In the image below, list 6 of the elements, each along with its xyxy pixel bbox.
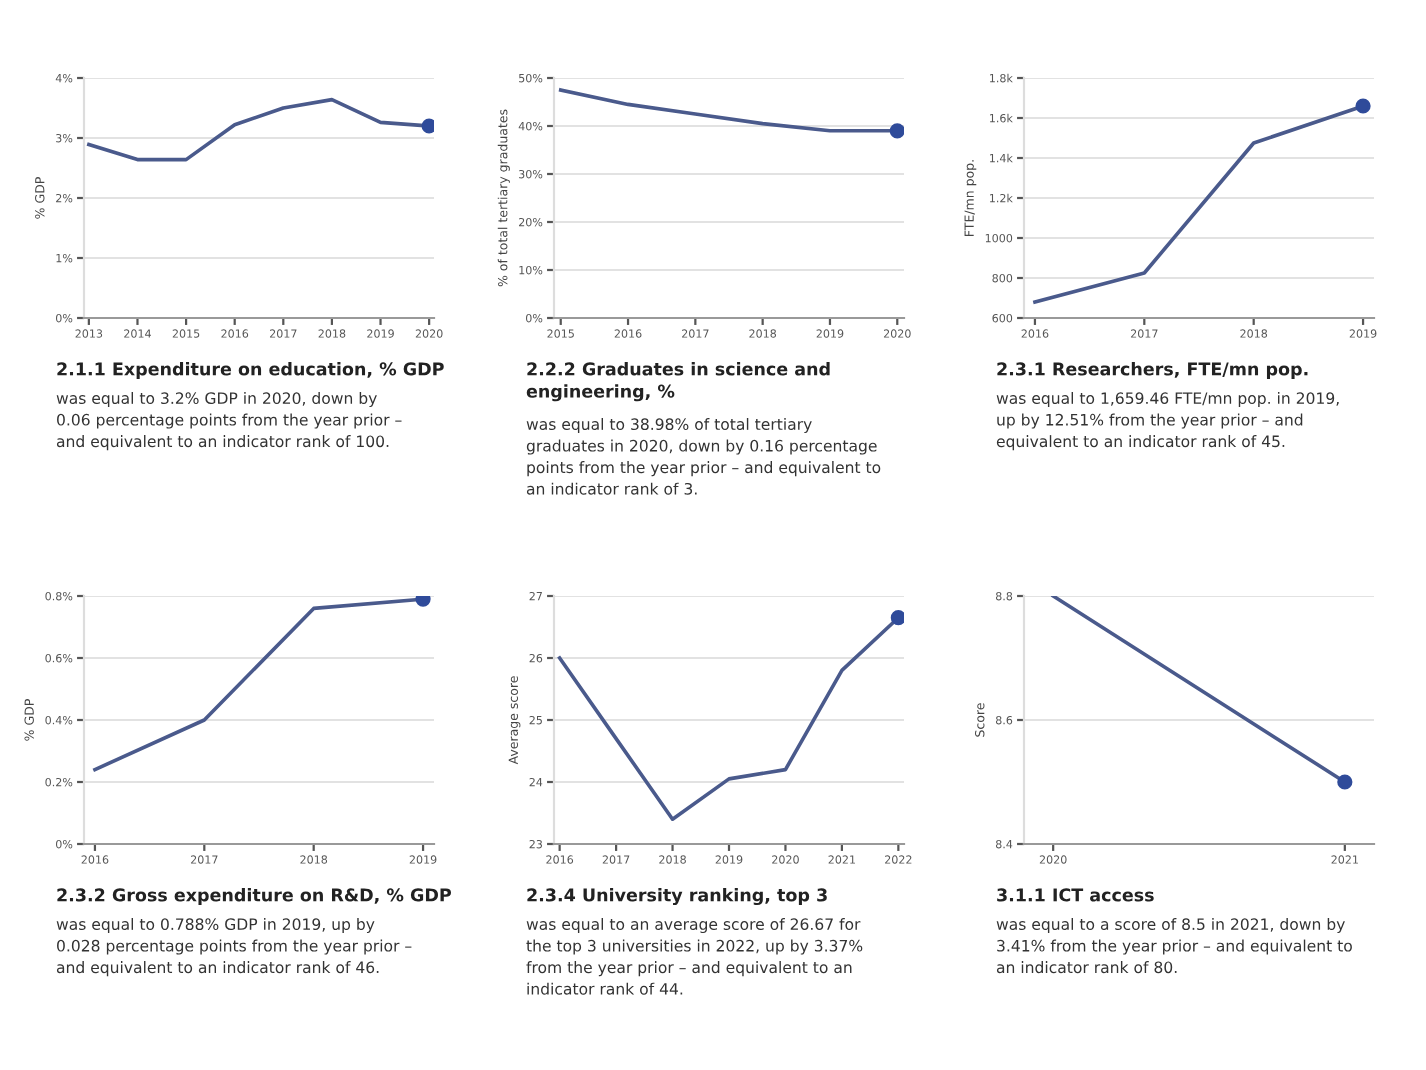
text: 2.3.1 Researchers, FTE/mn pop. bbox=[997, 362, 1308, 379]
text: 3.1.1 ICT access bbox=[997, 888, 1154, 902]
text: 2.3.4 University ranking, top 3 bbox=[527, 888, 827, 906]
text: 2.1.1 Expenditure on education, % GDP bbox=[57, 362, 444, 379]
text: 2.2.2 Graduates in science and engineering, % bbox=[526, 362, 830, 402]
text: 2.3.2 Gross expenditure on R&D, % GDP bbox=[57, 888, 452, 905]
